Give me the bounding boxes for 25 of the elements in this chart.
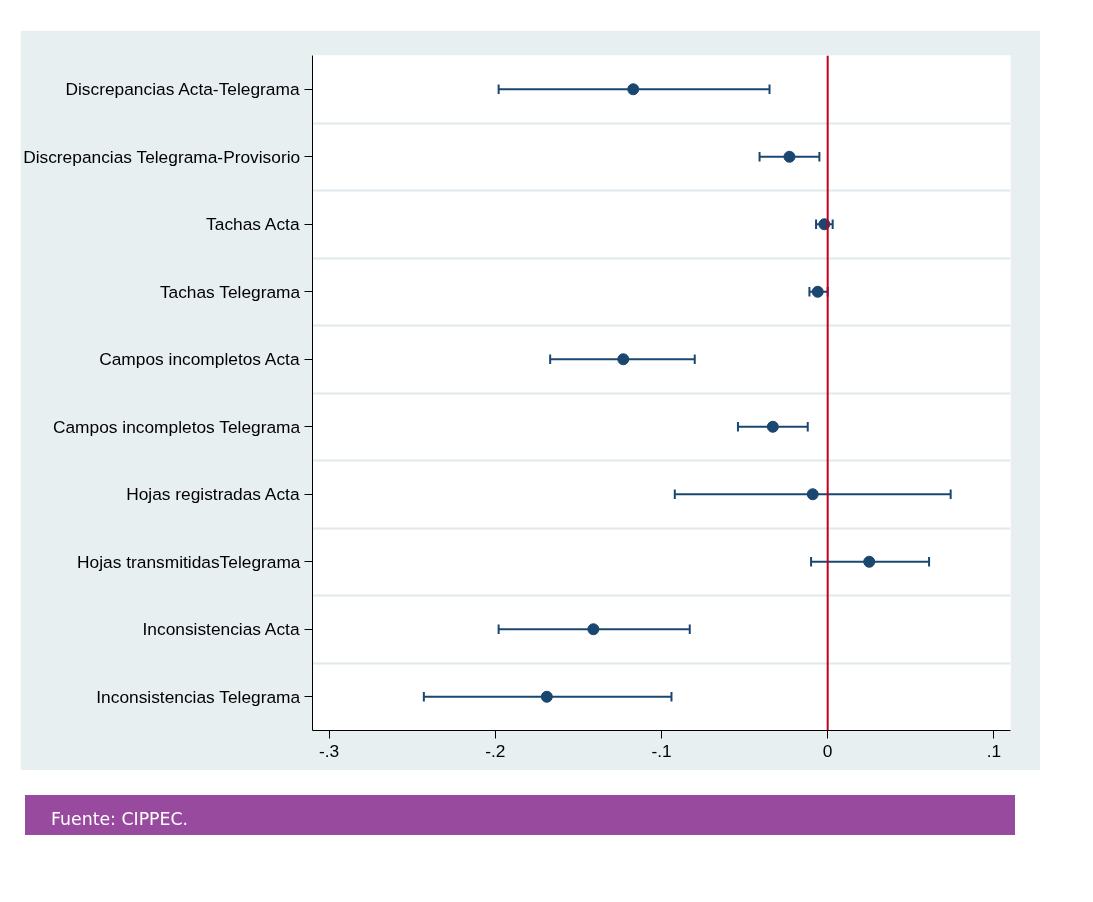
source-note: Fuente: CIPPEC.	[51, 808, 189, 831]
y-tick-label: Hojas registradas Acta	[126, 484, 300, 505]
point	[806, 488, 819, 501]
y-tick-label: Tachas Telegrama	[159, 281, 301, 302]
y-tick-label: Campos incompletos Acta	[99, 349, 300, 370]
point	[863, 555, 876, 568]
x-tick-label: 0	[822, 740, 833, 761]
x-tick-label: -.2	[485, 740, 506, 761]
point	[587, 623, 600, 636]
y-tick-label: Tachas Acta	[206, 214, 300, 235]
y-tick-label: Campos incompletos Telegrama	[52, 416, 301, 437]
point	[540, 690, 553, 703]
x-tick-label: .1	[986, 740, 1002, 761]
point	[617, 353, 630, 366]
y-tick-label: Hojas transmitidasTelegrama	[77, 551, 301, 572]
x-tick-label: -.1	[651, 740, 672, 761]
x-tick-label: -.3	[319, 740, 340, 761]
point	[811, 285, 824, 298]
y-tick-label: Discrepancias Acta-Telegrama	[65, 79, 300, 100]
y-tick-label: Inconsistencias Acta	[142, 619, 300, 640]
point	[766, 420, 779, 433]
y-tick-label: Inconsistencias Telegrama	[96, 686, 301, 707]
point	[627, 83, 640, 96]
point	[783, 150, 796, 163]
y-tick-label: Discrepancias Telegrama-Provisorio	[23, 146, 301, 167]
